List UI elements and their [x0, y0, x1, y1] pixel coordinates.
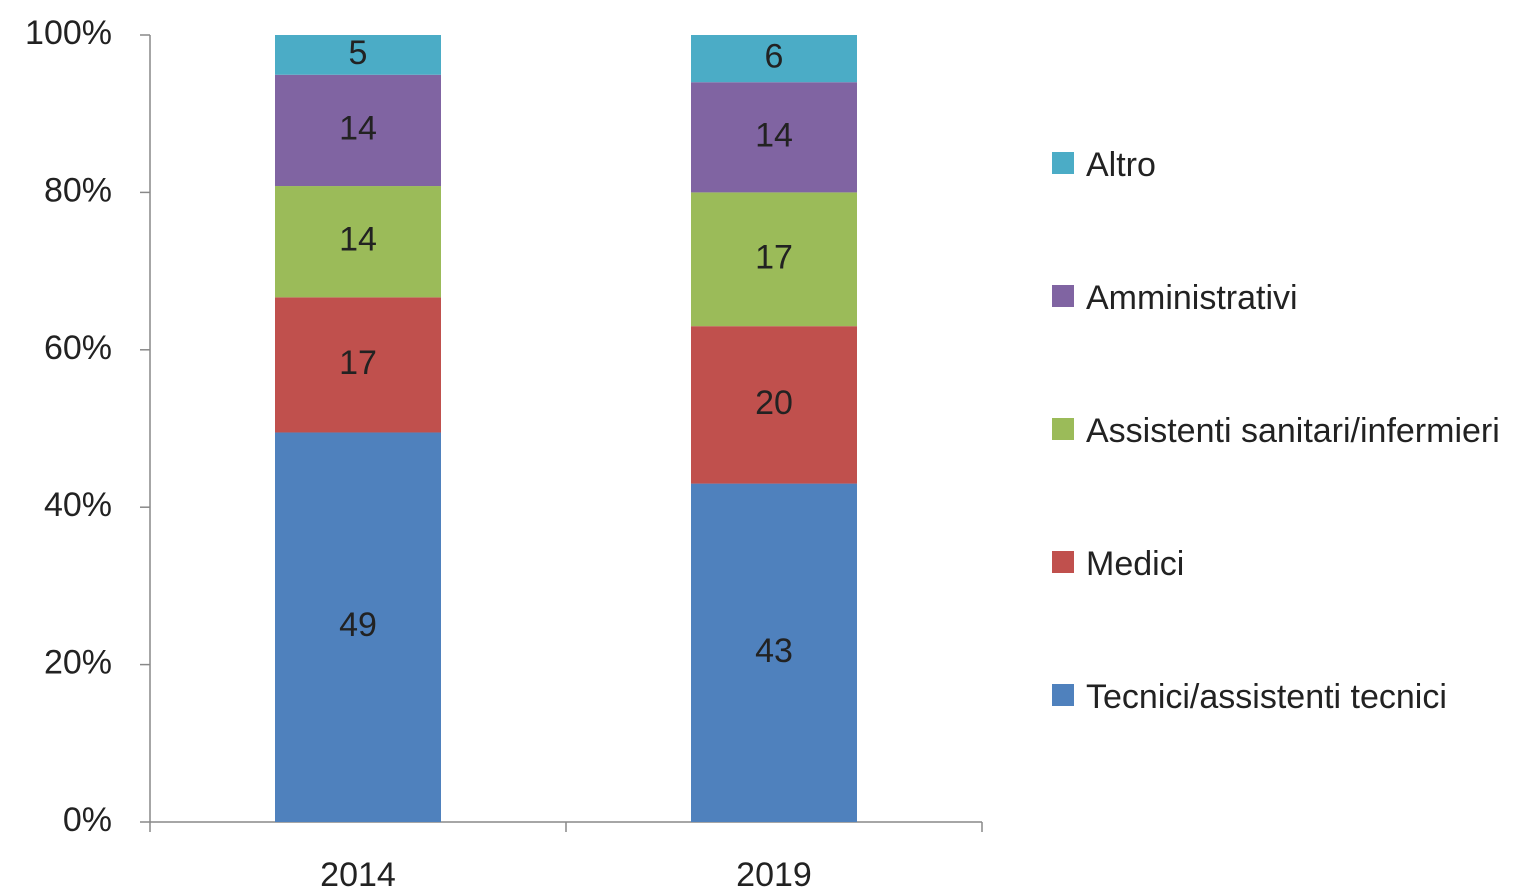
data-label: 14: [755, 116, 793, 154]
y-tick-label: 40%: [44, 486, 112, 524]
data-label: 14: [339, 109, 377, 147]
y-tick-label: 100%: [25, 14, 112, 52]
data-label: 14: [339, 221, 377, 259]
bar-segment: [691, 483, 857, 822]
data-label: 17: [755, 238, 793, 276]
bar-segment: [275, 297, 441, 433]
bar-segment: [275, 35, 441, 75]
legend-swatch: [1052, 551, 1074, 573]
data-label: 43: [755, 632, 793, 670]
bar-segment: [691, 82, 857, 193]
y-tick-label: 0%: [63, 801, 112, 839]
data-label: 20: [755, 384, 793, 422]
y-tick-label: 60%: [44, 329, 112, 367]
bar-segment: [275, 74, 441, 187]
legend-swatch: [1052, 418, 1074, 440]
data-label: 6: [765, 38, 784, 76]
x-tick-label: 2019: [736, 856, 812, 894]
bar-segment: [275, 186, 441, 298]
x-tick-label: 2014: [320, 856, 396, 894]
data-label: 5: [349, 34, 368, 72]
bar-segment: [691, 326, 857, 484]
data-label: 49: [339, 606, 377, 644]
legend-swatch: [1052, 285, 1074, 307]
legend-label: Medici: [1086, 545, 1185, 583]
legend-label: Assistenti sanitari/infermieri: [1086, 412, 1500, 450]
bar-segment: [275, 432, 441, 822]
legend-swatch: [1052, 152, 1074, 174]
legend-label: Tecnici/assistenti tecnici: [1086, 678, 1447, 716]
legend-item: Medici: [1052, 542, 1512, 590]
y-tick-label: 20%: [44, 644, 112, 682]
legend-swatch: [1052, 684, 1074, 706]
legend-item: Assistenti sanitari/infermieri: [1052, 409, 1512, 457]
y-tick-label: 80%: [44, 171, 112, 209]
bar-segment: [691, 192, 857, 327]
legend-item: Altro: [1052, 143, 1512, 191]
bar-segment: [691, 35, 857, 83]
data-label: 17: [339, 344, 377, 382]
legend-item: Tecnici/assistenti tecnici: [1052, 675, 1512, 723]
legend-item: Amministrativi: [1052, 276, 1512, 324]
legend-label: Altro: [1086, 146, 1156, 184]
legend-label: Amministrativi: [1086, 279, 1298, 317]
